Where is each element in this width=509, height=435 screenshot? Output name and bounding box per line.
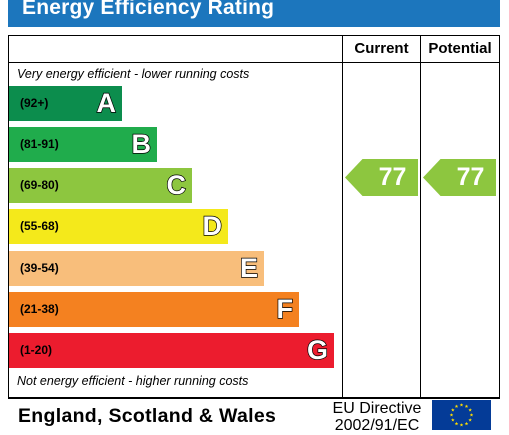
band-c: (69-80) C [9,168,192,203]
band-range: (21-38) [20,302,59,316]
footer-region: England, Scotland & Wales [18,405,277,427]
eu-star-icon [454,404,459,408]
band-letter: F [276,293,294,324]
current-rating-value: 77 [378,163,407,191]
band-range: (39-54) [20,261,59,275]
directive-line-2: 2002/91/EC [334,417,420,434]
potential-rating-value: 77 [456,163,485,191]
divider-potential [420,35,421,399]
band-range: (81-91) [20,137,59,151]
header-divider [8,62,500,63]
band-letter: B [131,128,152,159]
band-range: (92+) [20,96,49,110]
band-letter: G [306,334,328,365]
eu-star-icon [451,408,455,412]
band-range: (1-20) [20,343,53,357]
page-title: Energy Efficiency Rating [22,0,275,19]
band-letter: D [202,210,223,241]
band-a: (92+) A [9,86,122,121]
directive-line-1: EU Directive [332,400,422,417]
footer-divider [8,397,500,398]
band-range: (55-68) [20,219,59,233]
current-rating-arrow: 77 [345,159,418,196]
eu-star-icon [449,413,454,417]
band-letter: A [96,87,117,118]
rating-frame [8,35,500,399]
eu-star-icon [464,404,469,408]
band-letter: E [239,252,258,283]
band-e: (39-54) E [9,251,264,286]
divider-current [342,35,343,399]
eu-star-icon [468,408,472,412]
band-b: (81-91) B [9,127,157,162]
column-header-current: Current [354,40,409,57]
eu-flag-icon [432,400,491,430]
column-header-potential: Potential [428,40,492,57]
band-d: (55-68) D [9,209,228,244]
title-bar: Energy Efficiency Rating [8,0,500,27]
top-caption: Very energy efficient - lower running co… [17,67,250,81]
potential-rating-arrow: 77 [423,159,496,196]
eu-star-icon [469,413,474,417]
eu-star-icon [451,418,455,422]
band-g: (1-20) G [9,333,334,368]
eu-star-icon [454,421,459,426]
eu-star-icon [459,423,464,427]
eu-star-icon [468,418,472,422]
eu-stars-icon [449,403,474,427]
eu-star-icon [459,403,464,407]
band-range: (69-80) [20,178,59,192]
eu-star-icon [464,421,469,426]
band-letter: C [166,169,187,200]
footer-directive: EU Directive 2002/91/EC [326,400,428,434]
band-f: (21-38) F [9,292,299,327]
bottom-caption: Not energy efficient - higher running co… [17,374,249,388]
